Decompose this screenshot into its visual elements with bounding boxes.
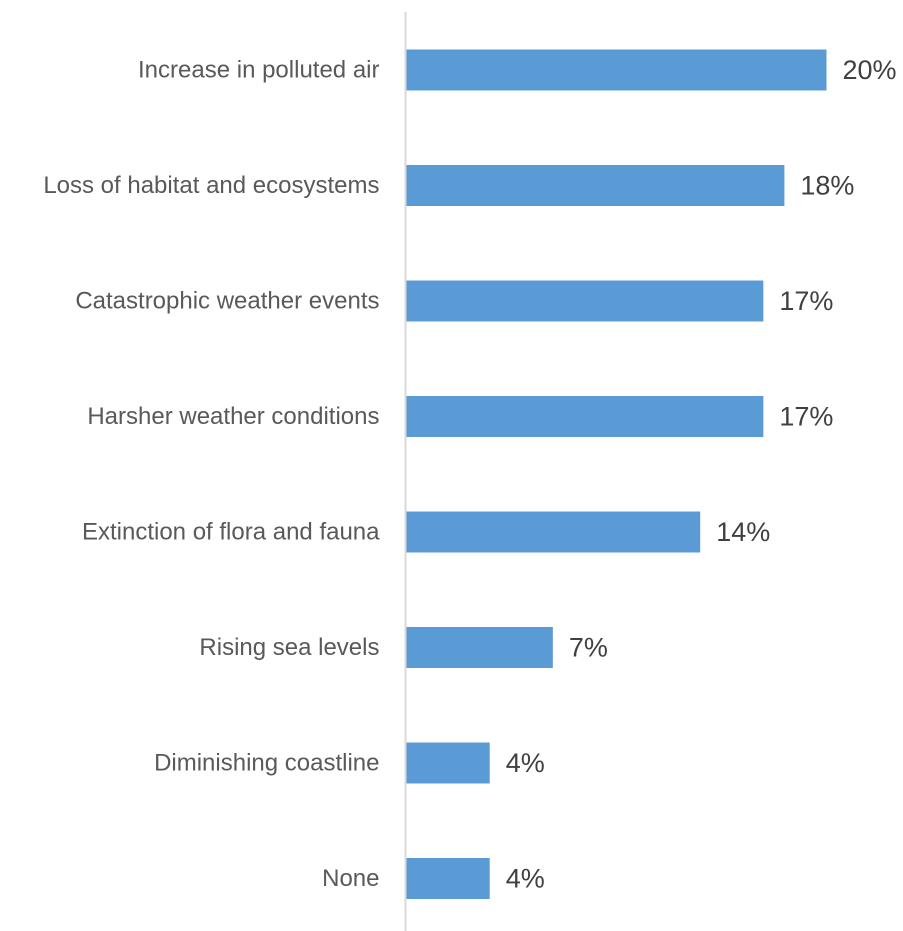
category-labels-group: Increase in polluted air Loss of habitat … [43, 57, 380, 893]
bar [405, 511, 701, 553]
bar [405, 280, 764, 322]
category-label: Extinction of flora and fauna [82, 519, 380, 546]
value-label: 4% [506, 864, 545, 894]
category-label: Catastrophic weather events [75, 288, 379, 315]
category-label: Harsher weather conditions [87, 403, 379, 430]
bar [405, 396, 764, 437]
category-label: Diminishing coastline [154, 750, 379, 777]
bar [405, 858, 490, 899]
bar [405, 742, 490, 784]
bar [405, 49, 827, 91]
category-label: Loss of habitat and ecosystems [43, 172, 379, 199]
value-labels-group: 20% 18% 17% 17% 14% 7% 4% 4% [506, 55, 897, 894]
value-label: 20% [843, 55, 897, 85]
bar [405, 165, 785, 206]
category-label: None [322, 865, 379, 892]
value-label: 7% [569, 633, 608, 663]
bars-group [405, 49, 827, 899]
value-label: 4% [506, 748, 545, 778]
bar [405, 627, 553, 668]
category-label: Rising sea levels [199, 634, 379, 661]
value-label: 17% [779, 286, 833, 316]
category-label: Increase in polluted air [138, 57, 379, 84]
value-label: 17% [779, 402, 833, 432]
value-label: 18% [800, 171, 854, 201]
value-label: 14% [716, 517, 770, 547]
